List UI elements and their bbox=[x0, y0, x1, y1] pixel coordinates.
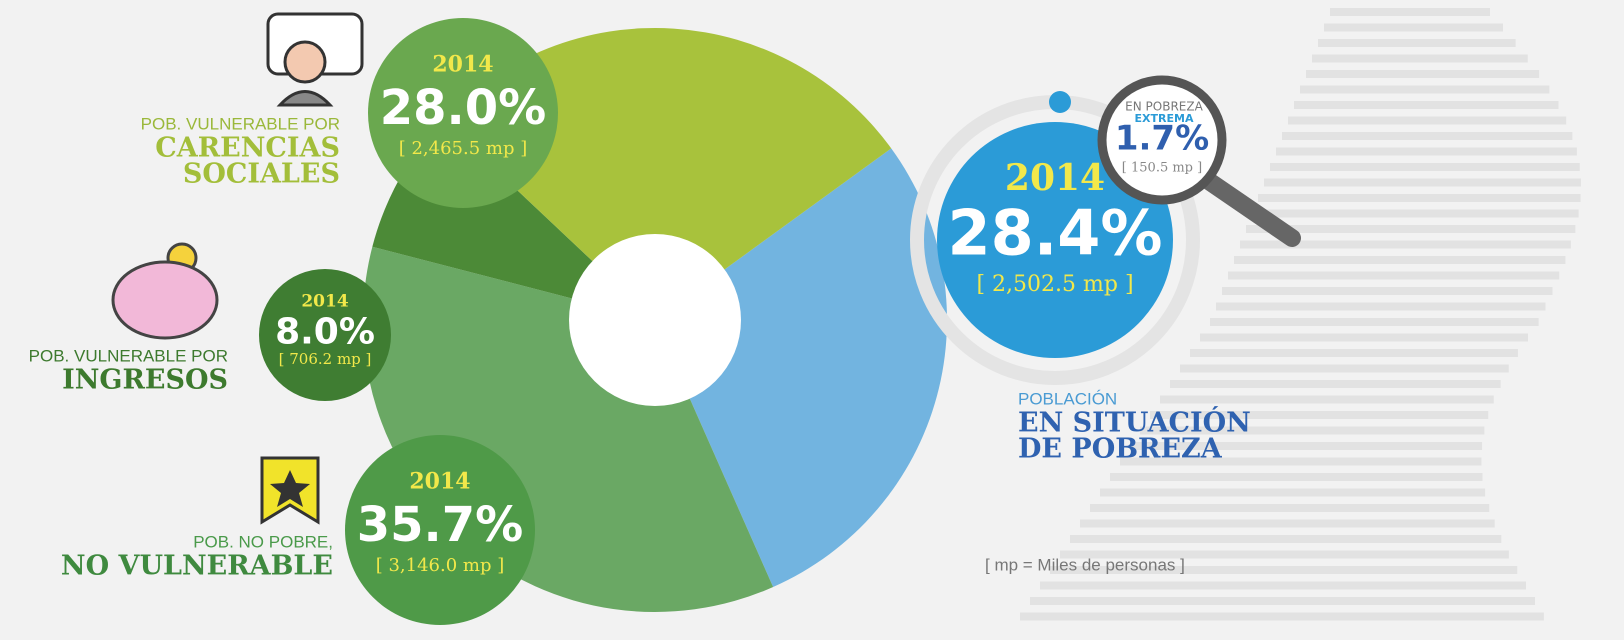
year: 2014 bbox=[432, 52, 493, 78]
map-bar bbox=[1258, 194, 1581, 202]
magnifier-handle bbox=[1191, 166, 1301, 247]
map-bar bbox=[1170, 380, 1501, 388]
map-bar bbox=[1100, 488, 1486, 497]
category-name: SOCIALES bbox=[183, 159, 340, 190]
map-bar bbox=[1020, 612, 1544, 621]
category-name: INGRESOS bbox=[62, 365, 228, 396]
map-bar bbox=[1210, 318, 1539, 326]
map-bar bbox=[1180, 364, 1509, 373]
map-bar bbox=[1120, 457, 1482, 466]
category-name: DE POBREZA bbox=[1018, 434, 1223, 465]
badge-icon bbox=[260, 456, 320, 525]
year: 2014 bbox=[1005, 157, 1105, 199]
map-bar bbox=[1140, 426, 1485, 435]
map-bar bbox=[1270, 163, 1580, 171]
percent: 28.0% bbox=[380, 80, 547, 136]
map-bar bbox=[1330, 8, 1490, 16]
pie-slice bbox=[655, 148, 947, 588]
map-bar bbox=[1276, 147, 1577, 156]
blue-dot bbox=[1049, 91, 1071, 113]
people: [ 706.2 mp ] bbox=[279, 350, 372, 368]
map-bar bbox=[1246, 225, 1576, 233]
year: 2014 bbox=[409, 469, 470, 495]
inset-title: EN POBREZA bbox=[1125, 100, 1203, 114]
category-name: CARENCIAS bbox=[155, 133, 340, 164]
map-bar bbox=[1070, 535, 1502, 543]
map-bar bbox=[1234, 256, 1566, 264]
category-prefix: POB. VULNERABLE POR bbox=[141, 114, 340, 133]
map-bar bbox=[1160, 395, 1494, 404]
map-bar bbox=[1216, 302, 1546, 311]
category-prefix: POB. NO POBRE, bbox=[193, 532, 333, 551]
inset-title: EXTREMA bbox=[1135, 112, 1194, 125]
label-circle bbox=[345, 435, 535, 625]
map-bar bbox=[1130, 442, 1483, 450]
magnifier bbox=[1097, 75, 1227, 205]
map-bar bbox=[1312, 54, 1528, 63]
inset-percent: 1.7% bbox=[1115, 119, 1209, 159]
person-icon bbox=[266, 12, 364, 107]
people: [ 3,146.0 mp ] bbox=[376, 555, 505, 576]
category-prefix: POBLACIÓN bbox=[1018, 389, 1117, 408]
map-bar bbox=[1060, 550, 1509, 559]
map-bar bbox=[1318, 39, 1516, 47]
map-bar bbox=[1228, 271, 1560, 280]
people: [ 2,502.5 mp ] bbox=[976, 272, 1133, 297]
label-circle bbox=[368, 18, 558, 208]
map-bar bbox=[1294, 101, 1559, 109]
map-bar bbox=[1252, 209, 1579, 218]
category-name: NO VULNERABLE bbox=[61, 551, 333, 582]
map-bar bbox=[1222, 287, 1553, 295]
category-name: EN SITUACIÓN bbox=[1018, 405, 1251, 439]
map-bar bbox=[1110, 473, 1483, 481]
map-bar bbox=[1288, 116, 1567, 125]
map-bar bbox=[1080, 519, 1495, 528]
map-bar bbox=[1306, 70, 1540, 78]
map-bar bbox=[1030, 597, 1536, 605]
donut-hole bbox=[569, 234, 741, 406]
map-bar bbox=[1200, 333, 1528, 342]
map-bar bbox=[1190, 349, 1518, 357]
percent: 35.7% bbox=[357, 497, 524, 553]
percent: 28.4% bbox=[947, 197, 1162, 270]
map-bar bbox=[1240, 240, 1571, 249]
map-bar bbox=[1264, 178, 1581, 187]
piggy-icon bbox=[111, 242, 219, 340]
map-bar bbox=[1050, 566, 1518, 574]
map-bar bbox=[1090, 504, 1490, 512]
note: [ mp = Miles de personas ] bbox=[985, 555, 1185, 574]
label-circle bbox=[259, 269, 391, 401]
map-bar bbox=[1300, 85, 1550, 94]
map-bar bbox=[1150, 411, 1489, 419]
year: 2014 bbox=[301, 292, 348, 312]
map-bar bbox=[1324, 23, 1503, 32]
map-background bbox=[1020, 8, 1581, 621]
map-bar bbox=[1040, 581, 1527, 590]
category-prefix: POB. VULNERABLE POR bbox=[29, 346, 228, 365]
inset-people: [ 150.5 mp ] bbox=[1122, 161, 1202, 176]
percent: 8.0% bbox=[275, 312, 375, 353]
people: [ 2,465.5 mp ] bbox=[399, 138, 528, 159]
map-bar bbox=[1282, 132, 1573, 140]
